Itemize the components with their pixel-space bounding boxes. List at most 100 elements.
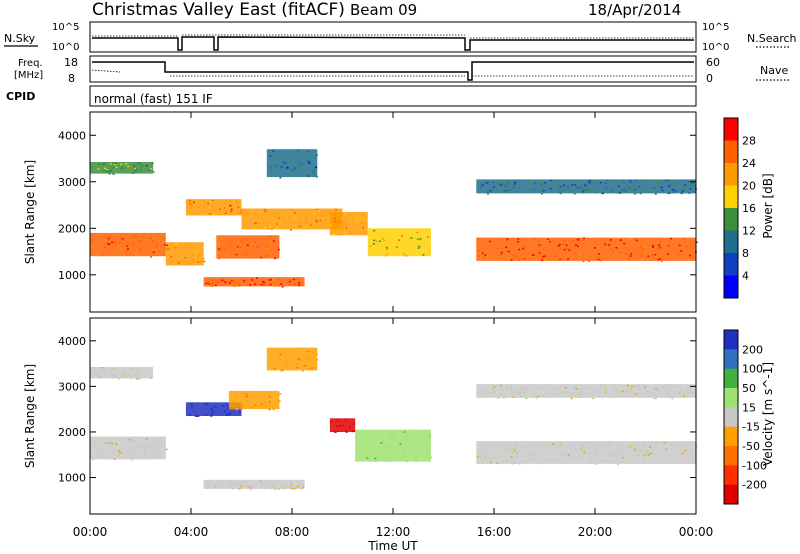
echo-speckle — [496, 443, 499, 445]
echo-speckle — [296, 363, 299, 366]
colorbar-swatch — [724, 349, 738, 370]
echo-speckle — [211, 279, 214, 282]
echo-speckle — [208, 281, 210, 283]
echo-speckle — [214, 406, 217, 408]
echo-speckle — [336, 419, 339, 422]
echo-speckle — [525, 460, 528, 463]
echo-speckle — [137, 377, 140, 379]
echo-speckle — [162, 237, 165, 240]
echo-speckle — [364, 222, 367, 224]
nave-tick-bottom: 0 — [706, 72, 713, 85]
echo-speckle — [603, 460, 606, 463]
echo-speckle — [516, 452, 519, 455]
echo-speckle — [165, 448, 168, 451]
echo-speckle — [583, 184, 586, 186]
echo-speckle — [249, 488, 252, 491]
echo-speckle — [405, 255, 408, 257]
echo-speckle — [207, 284, 210, 286]
echo-speckle — [325, 219, 328, 221]
echo-speckle — [558, 243, 561, 246]
echo-speckle — [134, 235, 137, 237]
echo-speckle — [132, 172, 135, 174]
freq-label: Freq. — [18, 58, 43, 69]
echo-speckle — [617, 449, 620, 451]
echo-speckle — [618, 391, 621, 393]
echo-speckle — [609, 248, 612, 251]
echo-speckle — [520, 396, 523, 398]
echo-speckle — [547, 240, 550, 242]
echo-speckle — [634, 448, 637, 451]
echo-speckle — [152, 171, 155, 173]
echo-speckle — [507, 184, 510, 186]
echo-speckle — [691, 182, 694, 185]
echo-speckle — [296, 277, 299, 280]
echo-speckle — [618, 251, 621, 254]
echo-speckle — [211, 285, 214, 287]
echo-speckle — [269, 167, 272, 169]
echo-speckle — [519, 387, 522, 389]
y-tick-label: 2000 — [58, 426, 86, 439]
echo-speckle — [388, 460, 391, 463]
echo-speckle — [109, 236, 112, 238]
echo-speckle — [296, 366, 299, 369]
echo-speckle — [605, 390, 608, 393]
colorbar-tick-label: 12 — [742, 225, 756, 238]
echo-speckle — [327, 210, 330, 213]
echo-speckle — [373, 229, 376, 232]
echo-speckle — [226, 281, 229, 284]
echo-speckle — [316, 208, 319, 211]
echo-speckle — [240, 244, 242, 246]
colorbar-swatch — [724, 163, 738, 186]
echo-speckle — [576, 186, 578, 189]
echo-speckle — [175, 250, 177, 252]
echo-speckle — [553, 444, 555, 447]
echo-speckle — [113, 458, 116, 460]
echo-speckle — [581, 191, 584, 193]
echo-speckle — [428, 437, 431, 439]
echo-speckle — [308, 162, 311, 164]
echo-speckle — [514, 181, 517, 183]
echo-speckle — [578, 253, 581, 255]
echo-speckle — [229, 282, 231, 284]
echo-speckle — [321, 214, 324, 217]
echo-speckle — [352, 430, 354, 433]
echo-speckle — [481, 461, 484, 464]
echo-speckle — [595, 241, 598, 243]
x-tick-label: 04:00 — [174, 525, 209, 539]
echo-speckle — [403, 436, 406, 438]
colorbar-swatch — [724, 407, 738, 428]
echo-speckle — [113, 164, 116, 166]
echo-speckle — [571, 240, 574, 242]
colorbar-swatch — [724, 185, 738, 209]
echo-speckle — [636, 384, 639, 386]
echo-speckle — [208, 206, 211, 208]
echo-speckle — [492, 181, 495, 184]
echo-speckle — [427, 454, 430, 456]
echo-speckle — [151, 162, 154, 164]
echo-speckle — [549, 188, 552, 190]
echo-speckle — [98, 448, 100, 451]
echo-speckle — [639, 192, 642, 195]
noise-tick-left-bottom: 10^0 — [52, 42, 79, 53]
echo-speckle — [265, 280, 268, 283]
echo-speckle — [277, 217, 280, 219]
echo-speckle — [334, 209, 337, 212]
echo-speckle — [523, 395, 526, 398]
echo-speckle — [385, 246, 388, 249]
echo-speckle — [240, 408, 243, 410]
echo-speckle — [510, 389, 513, 391]
echo-speckle — [622, 180, 625, 183]
echo-speckle — [660, 260, 663, 262]
echo-speckle — [108, 173, 111, 175]
echo-speckle — [417, 239, 420, 242]
echo-speckle — [551, 459, 554, 461]
echo-speckle — [600, 191, 603, 194]
echo-speckle — [385, 253, 388, 256]
echo-speckle — [344, 232, 347, 234]
echo-speckle — [263, 226, 266, 228]
echo-speckle — [148, 169, 151, 171]
echo-speckle — [547, 444, 550, 446]
echo-speckle — [612, 179, 615, 182]
colorbar-swatch — [724, 465, 738, 486]
echo-speckle — [661, 189, 664, 192]
